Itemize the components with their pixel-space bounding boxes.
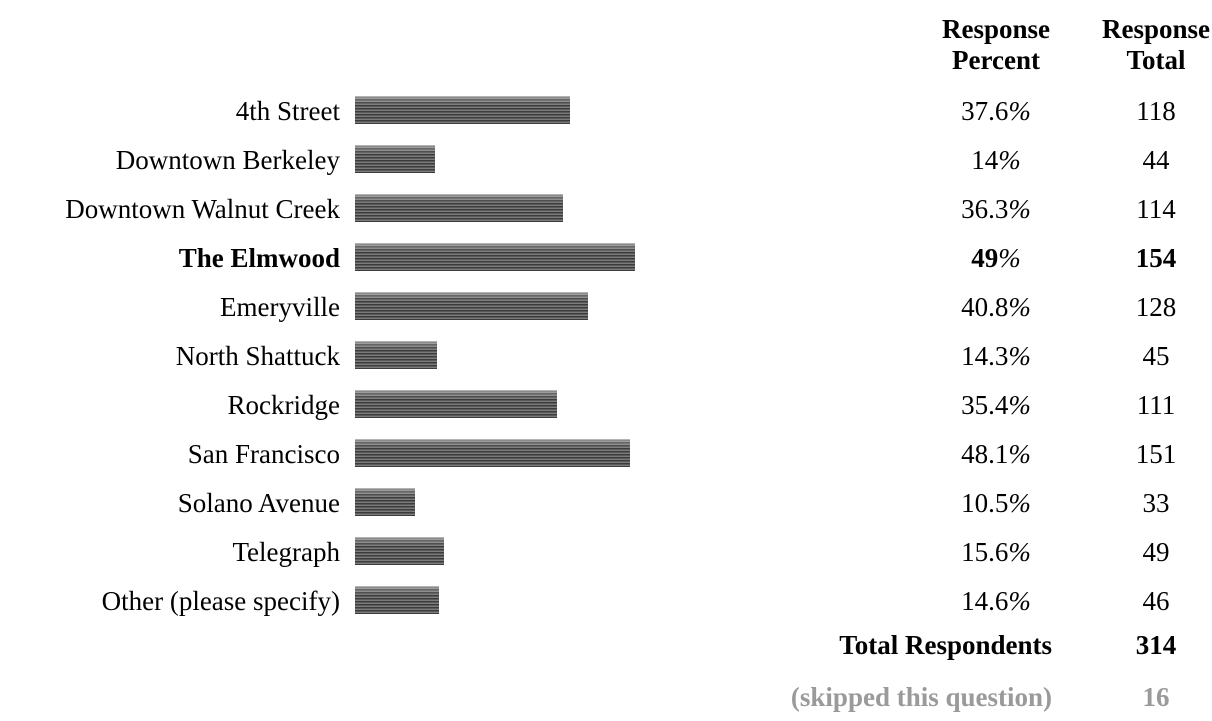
category-label: Downtown Walnut Creek bbox=[65, 194, 340, 224]
percent-number: 14 bbox=[971, 145, 999, 175]
total-respondents-value: 314 bbox=[1135, 630, 1177, 660]
bar bbox=[355, 439, 630, 467]
percent-value: 49% bbox=[936, 238, 1056, 278]
percent-number: 35.4 bbox=[961, 390, 1009, 420]
total-value: 154 bbox=[1135, 243, 1177, 273]
total-value: 114 bbox=[1136, 194, 1176, 224]
percent-value: 14.6% bbox=[936, 581, 1056, 621]
category-label: The Elmwood bbox=[178, 243, 340, 273]
total-value: 45 bbox=[1142, 341, 1170, 371]
response-percent-header-line1: Response bbox=[941, 14, 1050, 44]
chart-row: North Shattuck 14.3% 45 bbox=[0, 336, 1212, 376]
percent-number: 10.5 bbox=[961, 488, 1009, 518]
percent-value: 40.8% bbox=[936, 287, 1056, 327]
bar bbox=[355, 390, 557, 418]
percent-unit: % bbox=[1008, 439, 1031, 469]
total-value: 128 bbox=[1135, 292, 1177, 322]
percent-value: 48.1% bbox=[936, 434, 1056, 474]
percent-unit: % bbox=[1008, 341, 1031, 371]
percent-value: 14.3% bbox=[936, 336, 1056, 376]
total-respondents-row: Total Respondents 314 bbox=[0, 625, 1212, 665]
total-value: 118 bbox=[1136, 96, 1176, 126]
percent-number: 40.8 bbox=[961, 292, 1009, 322]
category-label: Solano Avenue bbox=[177, 488, 340, 518]
percent-unit: % bbox=[1008, 292, 1031, 322]
percent-number: 37.6 bbox=[961, 96, 1009, 126]
skipped-row: (skipped this question) 16 bbox=[0, 677, 1212, 717]
chart-row: Other (please specify) 14.6% 46 bbox=[0, 581, 1212, 621]
percent-number: 14.3 bbox=[961, 341, 1009, 371]
percent-unit: % bbox=[998, 243, 1021, 273]
percent-number: 49 bbox=[971, 243, 999, 273]
percent-value: 37.6% bbox=[936, 91, 1056, 131]
percent-unit: % bbox=[1008, 194, 1031, 224]
response-total-header: Response Total bbox=[1097, 14, 1212, 76]
percent-unit: % bbox=[1008, 96, 1031, 126]
percent-unit: % bbox=[1008, 390, 1031, 420]
percent-number: 36.3 bbox=[961, 194, 1009, 224]
percent-number: 15.6 bbox=[961, 537, 1009, 567]
chart-row: San Francisco 48.1% 151 bbox=[0, 434, 1212, 474]
category-label: Telegraph bbox=[232, 537, 340, 567]
chart-row: Emeryville 40.8% 128 bbox=[0, 287, 1212, 327]
total-value: 151 bbox=[1135, 439, 1177, 469]
skipped-label: (skipped this question) bbox=[790, 682, 1052, 712]
response-total-header-line1: Response bbox=[1101, 14, 1210, 44]
bar bbox=[355, 537, 444, 565]
percent-number: 48.1 bbox=[961, 439, 1009, 469]
chart-row: Telegraph 15.6% 49 bbox=[0, 532, 1212, 572]
chart-row: The Elmwood 49% 154 bbox=[0, 238, 1212, 278]
percent-value: 36.3% bbox=[936, 189, 1056, 229]
category-label: North Shattuck bbox=[175, 341, 340, 371]
bar bbox=[355, 96, 570, 124]
percent-value: 15.6% bbox=[936, 532, 1056, 572]
percent-value: 35.4% bbox=[936, 385, 1056, 425]
chart-row: Downtown Berkeley 14% 44 bbox=[0, 140, 1212, 180]
total-value: 44 bbox=[1142, 145, 1170, 175]
percent-unit: % bbox=[1008, 586, 1031, 616]
category-label: 4th Street bbox=[235, 96, 340, 126]
bar bbox=[355, 243, 635, 271]
category-label: San Francisco bbox=[187, 439, 340, 469]
chart-row: 4th Street 37.6% 118 bbox=[0, 91, 1212, 131]
total-value: 33 bbox=[1142, 488, 1170, 518]
total-value: 46 bbox=[1142, 586, 1170, 616]
bar bbox=[355, 292, 588, 320]
category-label: Emeryville bbox=[220, 292, 340, 322]
total-value: 111 bbox=[1136, 390, 1176, 420]
category-label: Rockridge bbox=[227, 390, 340, 420]
percent-value: 14% bbox=[936, 140, 1056, 180]
percent-value: 10.5% bbox=[936, 483, 1056, 523]
bar bbox=[355, 145, 435, 173]
response-total-header-line2: Total bbox=[1126, 45, 1186, 75]
chart-row: Rockridge 35.4% 111 bbox=[0, 385, 1212, 425]
bar bbox=[355, 341, 437, 369]
bar bbox=[355, 488, 415, 516]
response-percent-header: Response Percent bbox=[936, 14, 1056, 76]
chart-row: Downtown Walnut Creek 36.3% 114 bbox=[0, 189, 1212, 229]
total-respondents-label: Total Respondents bbox=[839, 630, 1052, 660]
category-label: Other (please specify) bbox=[101, 586, 340, 616]
chart-row: Solano Avenue 10.5% 33 bbox=[0, 483, 1212, 523]
percent-unit: % bbox=[1008, 488, 1031, 518]
bar bbox=[355, 586, 439, 614]
response-percent-header-line2: Percent bbox=[952, 45, 1040, 75]
percent-unit: % bbox=[1008, 537, 1031, 567]
category-label: Downtown Berkeley bbox=[115, 145, 340, 175]
bar bbox=[355, 194, 563, 222]
total-value: 49 bbox=[1142, 537, 1170, 567]
skipped-value: 16 bbox=[1142, 682, 1170, 712]
percent-unit: % bbox=[998, 145, 1021, 175]
percent-number: 14.6 bbox=[961, 586, 1009, 616]
